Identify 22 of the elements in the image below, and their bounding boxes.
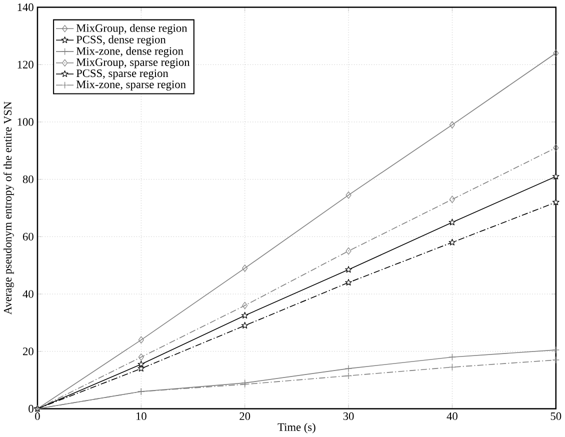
y-tick-label: 140 — [18, 4, 34, 12]
y-tick-label: 20 — [23, 348, 34, 356]
y-tick-label: 100 — [18, 118, 34, 126]
x-tick-label: 30 — [343, 412, 354, 420]
x-tick-label: 40 — [446, 412, 458, 420]
y-tick-label: 120 — [18, 60, 34, 69]
y-tick-label: 40 — [22, 290, 34, 298]
x-tick-label: 10 — [136, 412, 146, 420]
legend-label: PCSS, sparse region — [76, 70, 168, 80]
x-tick-label: 20 — [240, 412, 250, 420]
x-tick-label: 0 — [35, 412, 40, 420]
legend-label: PCSS, dense region — [76, 36, 166, 46]
y-tick-label: 0 — [28, 405, 34, 413]
legend-label: MixGroup, dense region — [76, 24, 188, 34]
y-tick-label: 80 — [22, 176, 34, 184]
x-tick-label: 50 — [550, 412, 562, 420]
legend-label: Mix-zone, sparse region — [76, 80, 186, 91]
y-axis-title: Average pseudonym entropy of the entire VSN — [3, 102, 14, 315]
y-tick-label: 60 — [22, 232, 34, 241]
legend-label: MixGroup, sparse region — [76, 58, 190, 68]
x-axis-title: Time (s) — [278, 423, 316, 434]
legend-label: Mix-zone, dense region — [76, 47, 184, 58]
